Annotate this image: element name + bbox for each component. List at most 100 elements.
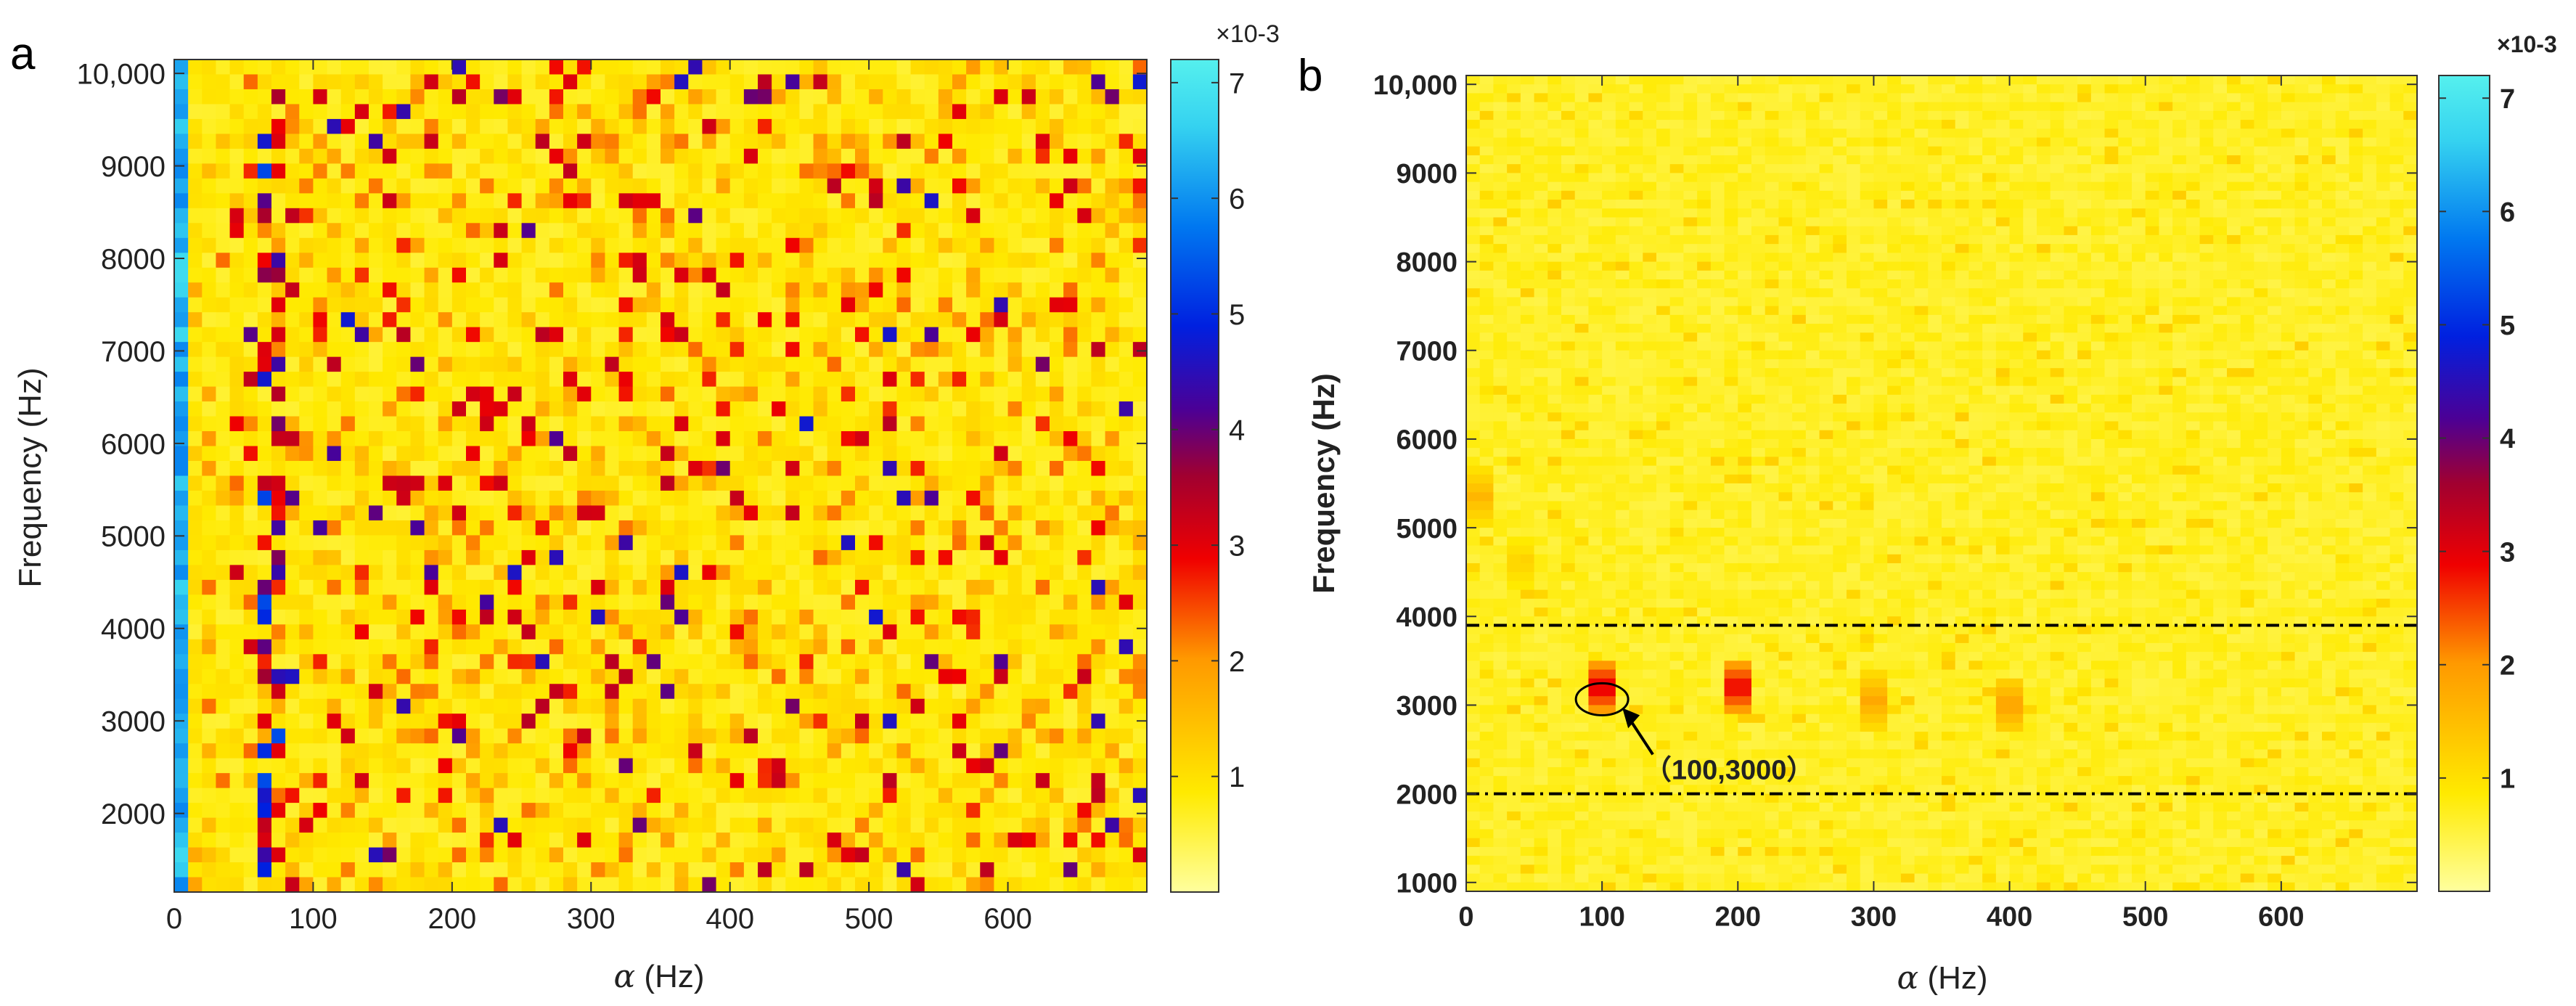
heatmap-cell: [646, 372, 661, 388]
heatmap-cell: [2376, 137, 2391, 147]
heatmap-cell: [216, 594, 231, 610]
heatmap-cell: [507, 743, 523, 759]
heatmap-cell: [1615, 93, 1630, 103]
heatmap-cell: [1765, 164, 1780, 173]
heatmap-cell: [299, 372, 314, 388]
heatmap-cell: [2132, 173, 2146, 183]
heatmap-cell: [1847, 137, 1861, 147]
heatmap-cell: [2376, 190, 2391, 200]
heatmap-cell: [438, 327, 453, 343]
heatmap-cell: [1119, 520, 1134, 536]
heatmap-cell: [896, 624, 912, 640]
heatmap-cell: [410, 847, 425, 863]
heatmap-cell: [2037, 128, 2051, 139]
heatmap-cell: [605, 401, 620, 417]
heatmap-cell: [1833, 93, 1847, 103]
heatmap-cell: [507, 668, 523, 684]
heatmap-cell: [1091, 639, 1106, 655]
heatmap-cell: [2240, 93, 2255, 103]
heatmap-cell: [285, 431, 300, 447]
heatmap-cell: [2090, 75, 2106, 85]
heatmap-cell: [1050, 490, 1064, 507]
heatmap-cell: [438, 475, 453, 491]
heatmap-cell: [494, 401, 509, 417]
heatmap-cell: [2389, 128, 2404, 139]
heatmap-cell: [994, 74, 1009, 90]
heatmap-cell: [1077, 788, 1092, 803]
heatmap-cell: [229, 342, 245, 358]
heatmap-cell: [1050, 416, 1064, 432]
y-tick-label: 10,000: [77, 59, 165, 91]
heatmap-cell: [591, 505, 606, 521]
heatmap-cell: [646, 237, 661, 253]
heatmap-cell: [2281, 164, 2296, 173]
heatmap-cell: [994, 148, 1009, 164]
heatmap-cell: [2227, 155, 2241, 165]
heatmap-cell: [605, 490, 620, 507]
heatmap-cell: [785, 178, 801, 194]
heatmap-cell: [827, 163, 842, 179]
heatmap-cell: [216, 817, 231, 833]
heatmap-cell: [758, 847, 772, 863]
heatmap-cell: [924, 178, 939, 194]
heatmap-cell: [243, 698, 258, 714]
heatmap-cell: [1833, 173, 1847, 183]
heatmap-cell: [229, 282, 245, 298]
heatmap-cell: [743, 579, 759, 595]
heatmap-cell: [910, 877, 925, 893]
heatmap-cell: [1914, 164, 1929, 173]
heatmap-cell: [1547, 84, 1562, 94]
heatmap-cell: [1792, 110, 1807, 120]
heatmap-cell: [313, 654, 328, 670]
heatmap-cell: [438, 431, 453, 447]
heatmap-cell: [632, 698, 647, 714]
heatmap-cell: [1132, 60, 1148, 75]
heatmap-cell: [577, 297, 592, 313]
heatmap-cell: [938, 758, 953, 774]
heatmap-cell: [1493, 200, 1508, 209]
heatmap-cell: [1968, 84, 1983, 94]
heatmap-cell: [938, 401, 953, 417]
heatmap-cell: [2023, 173, 2037, 183]
heatmap-cell: [938, 713, 953, 729]
heatmap-cell: [618, 788, 634, 803]
heatmap-cell: [494, 297, 509, 313]
heatmap-cell: [1547, 110, 1562, 120]
heatmap-cell: [591, 223, 606, 239]
heatmap-cell: [2023, 190, 2037, 200]
heatmap-cell: [1035, 505, 1050, 521]
heatmap-cell: [758, 520, 772, 536]
heatmap-cell: [451, 312, 467, 328]
heatmap-cell: [466, 208, 481, 224]
heatmap-cell: [2159, 128, 2173, 139]
heatmap-cell: [910, 446, 925, 462]
heatmap-cell: [383, 118, 397, 135]
heatmap-cell: [438, 549, 453, 565]
heatmap-cell: [507, 104, 523, 120]
heatmap-cell: [466, 416, 481, 432]
heatmap-cell: [271, 386, 286, 402]
heatmap-cell: [327, 773, 342, 789]
heatmap-cell: [299, 698, 314, 714]
heatmap-cell: [1035, 609, 1050, 625]
heatmap-cell: [661, 698, 675, 714]
heatmap-cell: [1805, 84, 1820, 94]
heatmap-cell: [646, 401, 661, 417]
heatmap-cell: [952, 327, 967, 343]
heatmap-cell: [1683, 137, 1698, 147]
heatmap-cell: [1035, 549, 1050, 565]
heatmap-cell: [605, 788, 620, 803]
heatmap-cell: [910, 282, 925, 298]
heatmap-cell: [369, 535, 383, 551]
heatmap-cell: [2132, 146, 2146, 156]
heatmap-cell: [2254, 173, 2268, 183]
heatmap-cell: [285, 208, 300, 224]
heatmap-cell: [577, 758, 592, 774]
heatmap-cell: [424, 297, 439, 313]
heatmap-cell: [1995, 146, 2011, 156]
heatmap-cell: [966, 74, 981, 90]
heatmap-cell: [563, 148, 578, 164]
heatmap-cell: [1887, 190, 1902, 200]
heatmap-cell: [354, 862, 369, 878]
heatmap-cell: [674, 668, 689, 684]
